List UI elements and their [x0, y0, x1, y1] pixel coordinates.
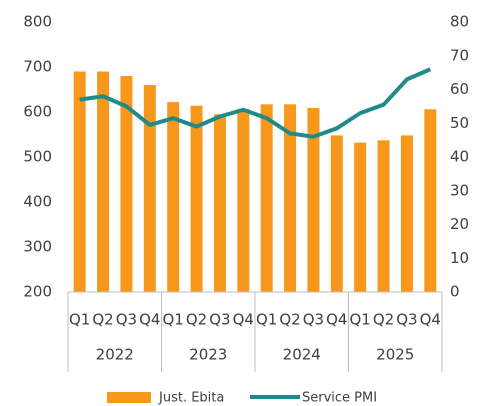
group-label: 2022	[96, 346, 134, 364]
y-tick-label: 400	[23, 193, 52, 211]
x-tick-label: Q1	[256, 311, 277, 329]
line	[79, 67, 432, 139]
bar	[260, 104, 273, 292]
x-tick-label: Q2	[186, 311, 207, 329]
y2-tick-label: 0	[450, 283, 460, 301]
x-tick-label: Q1	[350, 311, 371, 329]
bar	[120, 76, 133, 292]
bar	[377, 140, 390, 292]
bar	[284, 104, 297, 292]
y2-tick-label: 50	[450, 114, 469, 132]
x-tick-label: Q2	[279, 311, 300, 329]
group-label: 2023	[189, 346, 227, 364]
bar	[213, 114, 226, 292]
bar	[97, 71, 110, 292]
bar	[237, 108, 250, 292]
y-tick-label: 300	[23, 238, 52, 256]
x-tick-label: Q3	[209, 311, 230, 329]
bar	[400, 135, 413, 292]
legend-label: Just. Ebita	[158, 391, 224, 406]
x-tick-label: Q2	[92, 311, 113, 329]
y-tick-label: 700	[23, 58, 52, 76]
bar	[73, 71, 86, 292]
legend-label: Service PMI	[302, 391, 377, 406]
bar	[307, 107, 320, 292]
x-tick-label: Q4	[139, 311, 160, 329]
y2-tick-label: 80	[450, 13, 469, 31]
group-label: 2025	[376, 346, 414, 364]
bar	[424, 109, 437, 292]
x-tick-label: Q2	[373, 311, 394, 329]
bar	[330, 135, 343, 292]
x-tick-label: Q4	[420, 311, 441, 329]
x-tick-label: Q1	[163, 311, 184, 329]
legend-swatch	[107, 392, 151, 403]
x-tick-label: Q3	[116, 311, 137, 329]
y-tick-label: 600	[23, 103, 52, 121]
bar	[167, 102, 180, 292]
bar	[190, 105, 203, 292]
x-tick-label: Q1	[69, 311, 90, 329]
y-tick-label: 200	[23, 283, 52, 301]
bar	[143, 85, 156, 292]
x-tick-label: Q3	[396, 311, 417, 329]
y2-tick-label: 70	[450, 46, 469, 64]
y-tick-label: 500	[23, 148, 52, 166]
y2-tick-label: 30	[450, 181, 469, 199]
x-tick-label: Q4	[233, 311, 254, 329]
x-tick-label: Q4	[326, 311, 347, 329]
group-label: 2024	[283, 346, 321, 364]
y2-tick-label: 10	[450, 249, 469, 267]
y-tick-label: 800	[23, 13, 52, 31]
y2-tick-label: 60	[450, 80, 469, 98]
x-tick-label: Q3	[303, 311, 324, 329]
y2-tick-label: 40	[450, 148, 469, 166]
y2-tick-label: 20	[450, 215, 469, 233]
bar	[354, 142, 367, 292]
